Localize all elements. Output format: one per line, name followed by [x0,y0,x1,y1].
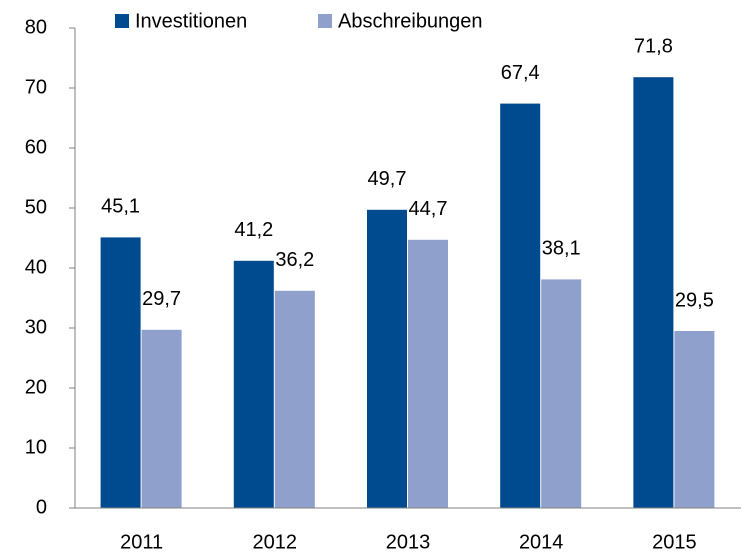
value-label: 41,2 [234,219,273,241]
x-tick-label: 2012 [253,531,298,553]
bar [541,279,582,508]
value-label: 36,2 [275,249,314,271]
legend-swatch [318,14,332,28]
x-tick-label: 2013 [386,531,431,553]
y-tick-label: 40 [25,256,47,278]
bar [367,209,407,509]
y-tick-label: 30 [25,316,47,338]
value-label: 44,7 [409,198,448,220]
bar [233,260,274,508]
bar [674,331,715,508]
x-tick-label: 2011 [120,531,163,553]
value-label: 71,8 [634,35,673,57]
bar [408,239,448,509]
legend-swatch [115,14,129,28]
y-tick-label: 0 [36,496,47,518]
bar [274,290,315,508]
y-tick-label: 50 [25,196,47,218]
value-label: 38,1 [542,238,581,260]
bar [500,103,541,508]
bar [633,77,674,508]
value-label: 29,7 [142,288,181,310]
legend-label: Investitionen [135,10,247,32]
value-label: 67,4 [501,62,540,84]
y-tick-label: 10 [25,436,47,458]
value-label: 45,1 [101,196,140,218]
y-tick-label: 70 [25,76,47,98]
x-tick-label: 2014 [519,531,564,553]
legend-label: Abschreibungen [338,10,483,32]
x-tick-label: 2015 [652,531,697,553]
y-tick-label: 60 [25,136,47,158]
y-tick-label: 20 [25,376,47,398]
value-label: 29,5 [675,289,714,311]
value-label: 49,7 [368,168,407,190]
bar [100,237,141,508]
bar [141,329,182,508]
y-tick-label: 80 [25,16,47,38]
